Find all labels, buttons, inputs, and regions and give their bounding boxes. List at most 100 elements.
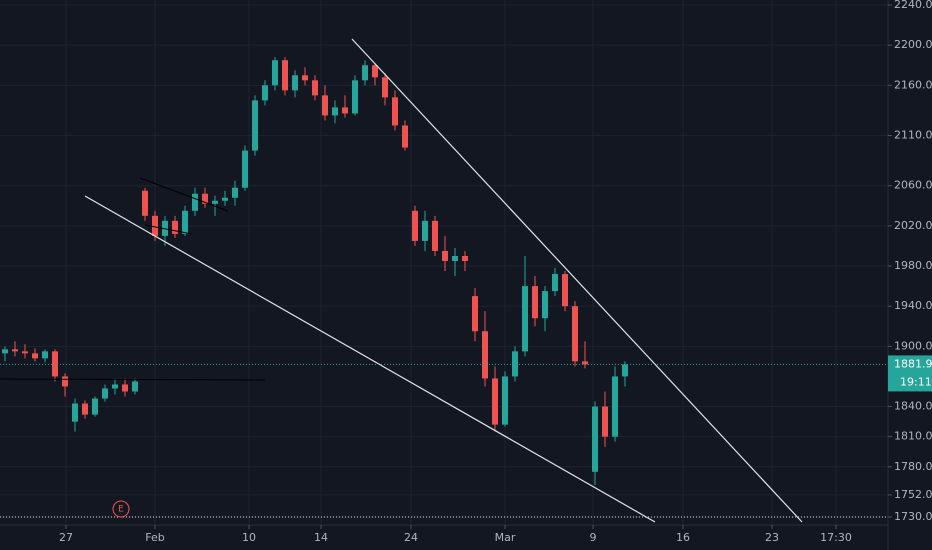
last-price-box xyxy=(888,355,932,392)
candle-body xyxy=(412,210,418,241)
candle-body xyxy=(52,351,58,377)
y-tick-label: 2020.00 xyxy=(894,219,932,232)
candle-body xyxy=(202,193,208,204)
candle-body xyxy=(612,376,618,437)
candle-body xyxy=(362,65,368,81)
x-tick-label: Feb xyxy=(145,531,164,544)
event-marker-circle[interactable] xyxy=(112,500,130,518)
candle-body xyxy=(372,65,378,78)
candle-body xyxy=(92,398,98,415)
candle-body xyxy=(182,210,188,234)
candle-body xyxy=(422,220,428,241)
candle-body xyxy=(442,250,448,261)
candle-body xyxy=(342,107,348,114)
candle-body xyxy=(352,80,358,114)
x-tick-label: 9 xyxy=(590,531,597,544)
countdown: 19:11 xyxy=(900,375,932,388)
candle-body xyxy=(382,77,388,98)
candle-body xyxy=(82,403,88,415)
x-tick-label: 27 xyxy=(59,531,73,544)
candle-body xyxy=(112,384,118,389)
candle-body xyxy=(62,376,68,387)
last-price-label: 1881.96 xyxy=(894,357,932,370)
y-tick-label: 1900.00 xyxy=(894,339,932,352)
candle-body xyxy=(532,286,538,319)
candle-body xyxy=(502,376,508,425)
candle-body xyxy=(212,200,218,204)
trend-line xyxy=(351,38,803,523)
candle-body xyxy=(172,220,178,234)
x-tick-label: 17:30 xyxy=(820,531,852,544)
candle-body xyxy=(72,403,78,422)
candle-body xyxy=(392,97,398,126)
candle-body xyxy=(292,75,298,91)
y-tick-label: 2060.00 xyxy=(894,179,932,192)
x-tick-label: Mar xyxy=(495,531,516,544)
y-tick-label: 1730.00 xyxy=(894,510,932,523)
candle-body xyxy=(542,291,548,319)
y-tick-label: 2200.00 xyxy=(894,38,932,51)
candle-body xyxy=(152,215,158,236)
candles xyxy=(2,57,628,485)
candle-body xyxy=(12,349,18,352)
candle-body xyxy=(102,388,108,399)
candle-body xyxy=(22,351,28,354)
y-tick-label: 1810.00 xyxy=(894,430,932,443)
x-tick-label: 14 xyxy=(314,531,328,544)
candle-body xyxy=(252,100,258,151)
event-marker[interactable]: E xyxy=(118,505,124,515)
y-tick-label: 1980.00 xyxy=(894,259,932,272)
candle-body xyxy=(622,364,628,377)
trend-line xyxy=(84,195,656,523)
y-tick-label: 1840.00 xyxy=(894,400,932,413)
drawing-line xyxy=(144,224,193,235)
x-tick-label: 23 xyxy=(765,531,779,544)
candle-body xyxy=(562,274,568,307)
candle-body xyxy=(452,255,458,261)
candle-body xyxy=(432,220,438,251)
drawing-line xyxy=(0,378,266,381)
candle-body xyxy=(302,75,308,81)
drawing-line xyxy=(139,177,229,212)
candle-body xyxy=(582,361,588,365)
candle-body xyxy=(572,306,578,362)
candle-body xyxy=(552,274,558,292)
candle-body xyxy=(472,296,478,332)
candle-body xyxy=(312,80,318,96)
candle-body xyxy=(332,107,338,116)
candle-body xyxy=(462,255,468,261)
y-tick-label: 1752.00 xyxy=(894,488,932,501)
y-tick-label: 1940.00 xyxy=(894,299,932,312)
x-tick-label: 16 xyxy=(676,531,690,544)
y-tick-label: 2110.00 xyxy=(894,129,932,142)
candle-body xyxy=(282,60,288,91)
y-tick-label: 2160.00 xyxy=(894,78,932,91)
trend-lines xyxy=(0,38,803,523)
x-tick-label: 24 xyxy=(404,531,418,544)
candle-body xyxy=(232,187,238,198)
candle-body xyxy=(402,125,408,148)
candle-body xyxy=(242,150,248,188)
candle-body xyxy=(262,85,268,101)
x-tick-label: 10 xyxy=(242,531,256,544)
y-tick-label: 2240.00 xyxy=(894,0,932,11)
candle-body xyxy=(42,351,48,359)
candle-body xyxy=(482,331,488,379)
candle-body xyxy=(602,406,608,437)
candle-body xyxy=(592,406,598,472)
candle-body xyxy=(142,190,148,216)
y-tick-label: 1780.00 xyxy=(894,460,932,473)
candle-body xyxy=(512,351,518,377)
candle-body xyxy=(132,381,138,392)
candle-body xyxy=(322,95,328,116)
candle-body xyxy=(122,384,128,392)
candle-body xyxy=(32,353,38,359)
candle-body xyxy=(2,349,8,354)
candle-body xyxy=(272,60,278,86)
candle-body xyxy=(222,197,228,201)
candle-body xyxy=(522,286,528,352)
candle-body xyxy=(192,193,198,211)
